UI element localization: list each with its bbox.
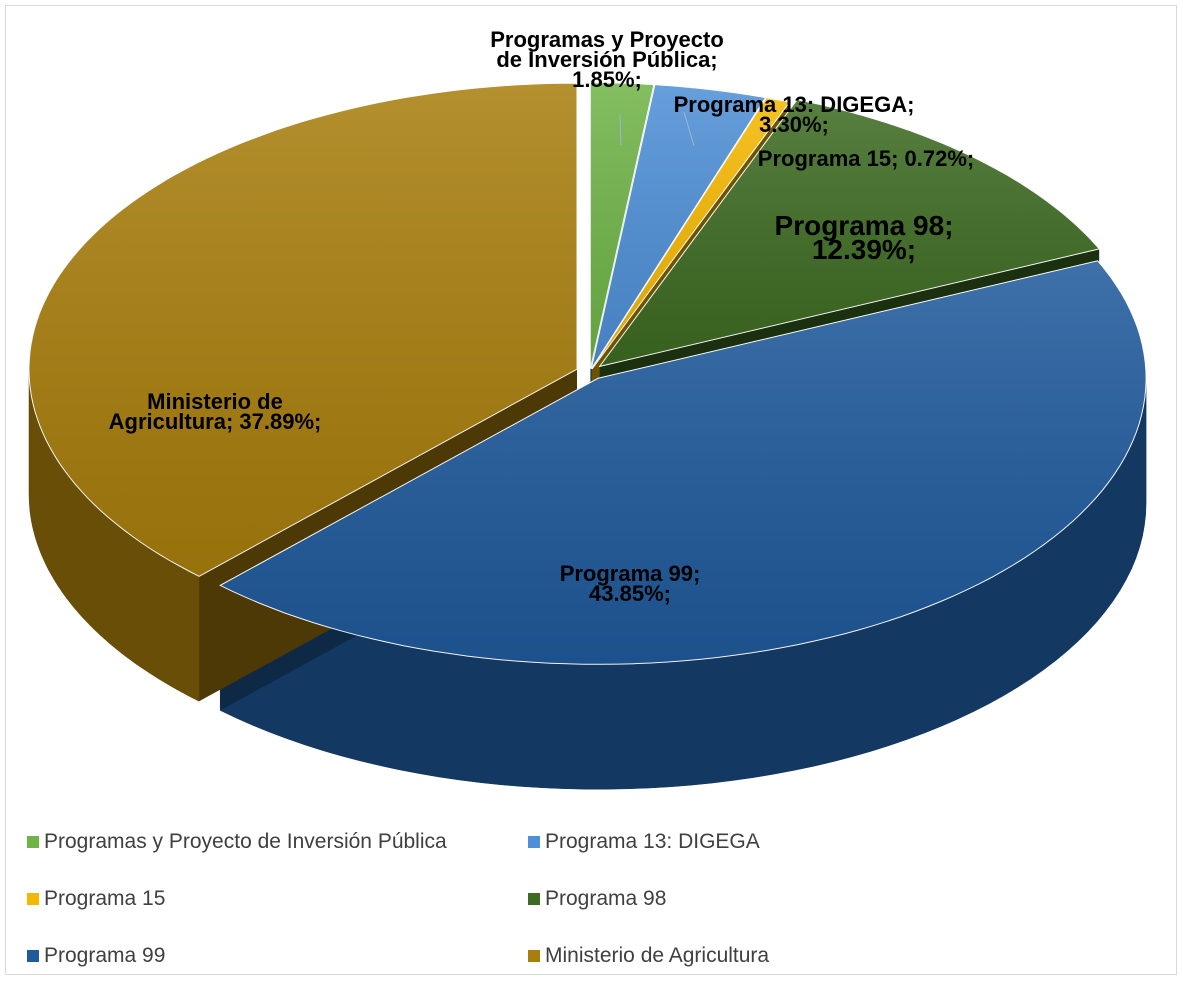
data-label-5: Ministerio de Agricultura; 37.89%; <box>109 389 322 434</box>
data-label-4: Programa 99; 43.85%; <box>560 561 701 606</box>
chart-frame <box>5 5 1177 975</box>
data-label-2: Programa 15; 0.72%; <box>758 146 974 171</box>
leader-line-1 <box>683 111 695 147</box>
data-label-3: Programa 98; 12.39%; <box>775 210 954 265</box>
data-label-1: Programa 13: DIGEGA; 3.30%; <box>674 92 915 137</box>
leader-line-0 <box>619 114 622 146</box>
data-label-0: Programas y Proyecto de Inversión Pública… <box>490 27 724 92</box>
